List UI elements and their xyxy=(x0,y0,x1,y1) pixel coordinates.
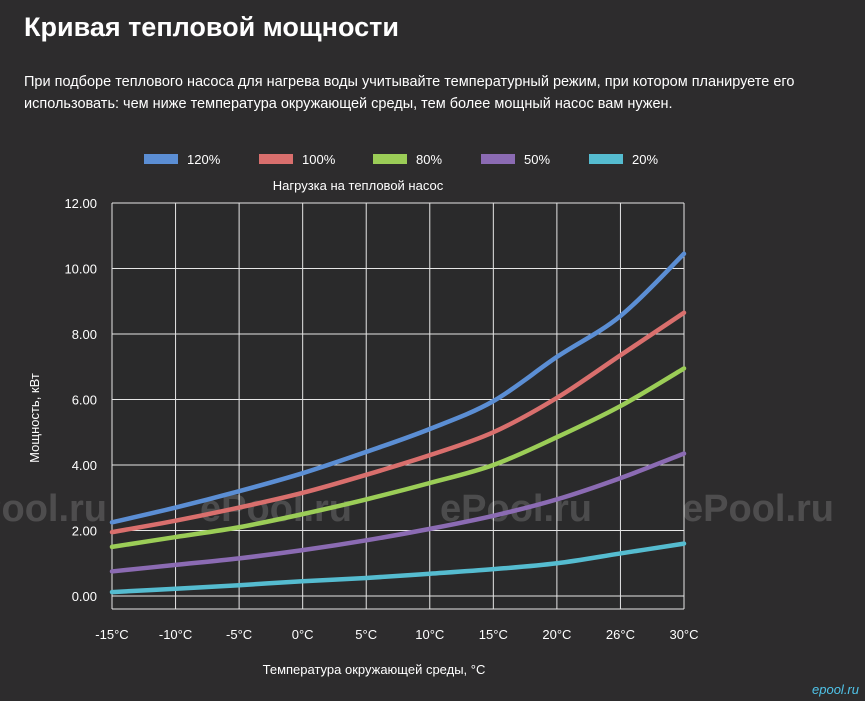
y-tick-label: 12.00 xyxy=(64,196,97,211)
y-tick-label: 2.00 xyxy=(72,524,97,539)
series-line-120pct xyxy=(109,251,687,525)
legend-item: 120% xyxy=(144,152,221,167)
legend-swatch xyxy=(589,154,623,164)
series-lines xyxy=(109,251,687,595)
x-tick-label: 10°C xyxy=(415,627,444,642)
series-line-20pct xyxy=(109,541,687,595)
page-title: Кривая тепловой мощности xyxy=(24,12,399,42)
legend-swatch xyxy=(144,154,178,164)
x-tick-label: 20°C xyxy=(542,627,571,642)
y-tick-label: 0.00 xyxy=(72,589,97,604)
series-line-80pct xyxy=(109,366,687,550)
x-tick-label: 15°C xyxy=(479,627,508,642)
chart-axes: 0.00 2.00 4.00 6.00 8.00 10.00 12.00 -15°C -10°C… xyxy=(64,196,698,642)
legend-item: 100% xyxy=(259,152,336,167)
legend-swatch xyxy=(481,154,515,164)
y-tick-label: 10.00 xyxy=(64,262,97,277)
x-tick-label: 26°C xyxy=(606,627,635,642)
series-line-100pct xyxy=(109,310,687,535)
x-tick-label: -15°C xyxy=(95,627,128,642)
x-axis-label: Температура окружающей среды, °C xyxy=(263,662,486,677)
x-tick-label: 30°C xyxy=(669,627,698,642)
x-tick-label: 0°C xyxy=(292,627,314,642)
legend-label: 80% xyxy=(416,152,442,167)
legend-swatch xyxy=(259,154,293,164)
y-tick-label: 6.00 xyxy=(72,393,97,408)
chart-legend: 120% 100% 80% 50% 20% xyxy=(144,152,658,167)
y-tick-label: 4.00 xyxy=(72,458,97,473)
x-tick-label: -5°C xyxy=(226,627,252,642)
legend-label: 50% xyxy=(524,152,550,167)
plot-background xyxy=(112,203,684,609)
watermark-text: ePool.ru xyxy=(0,488,107,530)
series-line-50pct xyxy=(109,451,687,574)
legend-label: 120% xyxy=(187,152,221,167)
y-axis-label: Мощность, кВт xyxy=(27,373,42,463)
legend-label: 100% xyxy=(302,152,336,167)
y-tick-label: 8.00 xyxy=(72,327,97,342)
legend-item: 20% xyxy=(589,152,658,167)
x-tick-label: 5°C xyxy=(355,627,377,642)
legend-item: 50% xyxy=(481,152,550,167)
page-intro: При подборе теплового насоса для нагрева… xyxy=(24,74,795,112)
x-tick-label: -10°C xyxy=(159,627,192,642)
chart-title: Нагрузка на тепловой насос xyxy=(273,178,444,193)
watermark-text: ePool.ru xyxy=(682,488,834,530)
legend-item: 80% xyxy=(373,152,442,167)
legend-label: 20% xyxy=(632,152,658,167)
legend-swatch xyxy=(373,154,407,164)
corner-watermark: epool.ru xyxy=(812,682,859,697)
